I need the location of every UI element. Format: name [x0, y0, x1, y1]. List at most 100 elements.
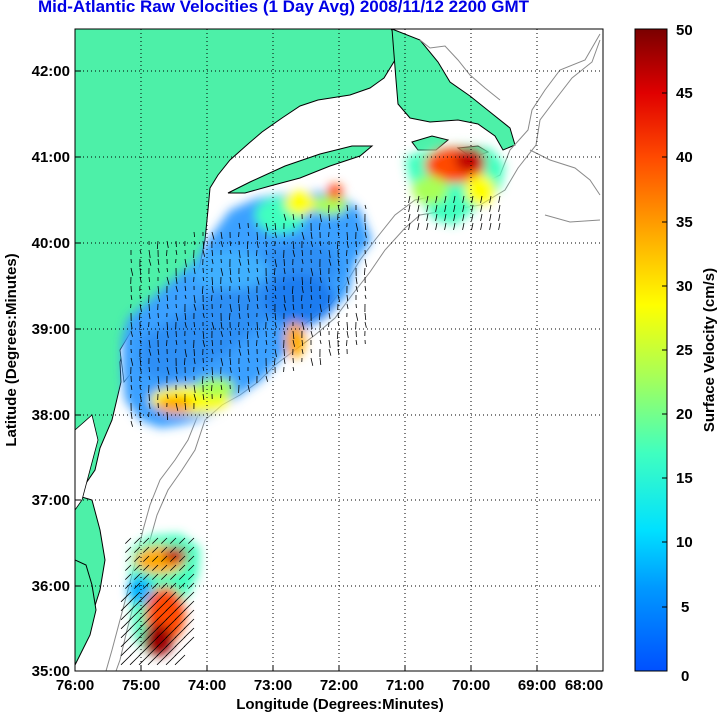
- velocity-arrow: [183, 609, 195, 621]
- velocity-arrow: [156, 636, 168, 648]
- velocity-arrow: [148, 303, 150, 312]
- velocity-arrow: [453, 213, 456, 221]
- velocity-arrow: [148, 258, 152, 266]
- velocity-arrow: [175, 285, 178, 292]
- velocity-arrow: [247, 294, 250, 302]
- colorbar-label: Surface Velocity (cm/s): [701, 268, 718, 432]
- colorbar-tick-label: 35: [676, 214, 693, 231]
- velocity-arrow: [328, 213, 330, 222]
- velocity-arrow: [183, 636, 195, 648]
- velocity-arrow: [156, 591, 168, 603]
- y-tick-label: 36:00: [32, 578, 70, 595]
- velocity-arrow: [220, 321, 223, 329]
- velocity-arrow: [435, 195, 438, 203]
- velocity-arrow: [229, 276, 232, 283]
- velocity-arrow: [274, 348, 277, 357]
- velocity-arrow: [193, 303, 197, 311]
- velocity-arrow: [246, 330, 249, 340]
- velocity-arrow: [148, 276, 150, 283]
- colorbar-ticks: [662, 28, 667, 672]
- velocity-arrow: [161, 573, 168, 580]
- velocity-arrow: [166, 384, 169, 392]
- velocity-arrow: [346, 249, 348, 257]
- velocity-arrow: [247, 348, 250, 355]
- velocity-arrow: [166, 366, 170, 375]
- velocity-arrow: [125, 546, 132, 553]
- velocity-arrow: [247, 375, 250, 385]
- velocity-arrow: [301, 258, 304, 264]
- velocity-arrow: [211, 348, 214, 354]
- velocity-arrow: [175, 312, 179, 321]
- velocity-arrow: [444, 195, 447, 203]
- y-tick-label: 42:00: [32, 63, 70, 80]
- velocity-arrow: [211, 294, 213, 302]
- velocity-arrow: [148, 249, 151, 258]
- velocity-arrow: [364, 321, 367, 328]
- velocity-arrow: [147, 645, 159, 657]
- velocity-arrow: [274, 285, 277, 291]
- velocity-arrow: [166, 330, 169, 338]
- velocity-arrow: [143, 573, 150, 580]
- velocity-arrow: [328, 303, 330, 312]
- velocity-arrow: [170, 573, 177, 580]
- velocity-arrow: [134, 564, 141, 571]
- colorbar-tick-label: 30: [676, 278, 693, 295]
- velocity-arrow: [157, 267, 160, 273]
- velocity-arrow: [319, 357, 322, 366]
- velocity-arrow: [184, 267, 186, 276]
- velocity-arrow: [274, 321, 277, 328]
- velocity-arrow: [184, 348, 187, 357]
- velocity-arrow: [355, 276, 358, 284]
- velocity-arrow: [417, 222, 420, 230]
- velocity-arrow: [319, 267, 322, 276]
- velocity-arrow: [139, 357, 142, 366]
- y-tick-label: 40:00: [32, 235, 70, 252]
- velocity-arrow: [292, 339, 295, 347]
- velocity-arrow: [188, 546, 195, 553]
- velocity-arrow: [147, 627, 159, 639]
- axis-ticks: [75, 70, 538, 671]
- velocity-arrow: [170, 582, 177, 589]
- x-tick-label: 74:00: [188, 677, 226, 694]
- velocity-arrow: [220, 294, 223, 300]
- velocity-arrow: [193, 321, 195, 328]
- velocity-arrow: [301, 294, 303, 302]
- velocity-arrow: [188, 555, 195, 562]
- velocity-arrow: [143, 555, 150, 562]
- velocity-arrow: [355, 222, 359, 231]
- velocity-arrow: [283, 267, 286, 274]
- velocity-arrow: [143, 546, 150, 553]
- velocity-arrow: [179, 582, 186, 589]
- velocity-arrow: [138, 654, 150, 666]
- velocity-arrow: [274, 357, 276, 366]
- velocity-arrow: [265, 285, 268, 292]
- velocity-arrow: [165, 618, 177, 630]
- velocity-arrow: [256, 366, 260, 375]
- x-tick-label: 75:00: [122, 677, 160, 694]
- velocity-arrow: [193, 348, 195, 357]
- velocity-arrow: [129, 654, 141, 666]
- velocity-arrow: [184, 285, 187, 291]
- velocity-arrow: [148, 348, 152, 356]
- velocity-arrow: [147, 636, 159, 648]
- velocity-arrow: [283, 303, 287, 311]
- velocity-arrow: [175, 249, 178, 255]
- velocity-arrow: [265, 375, 268, 382]
- velocity-arrow: [283, 330, 286, 335]
- velocity-arrow: [220, 384, 223, 390]
- velocity-arrow: [129, 600, 141, 612]
- velocity-arrow: [161, 564, 168, 571]
- velocity-arrow: [328, 222, 331, 229]
- velocity-arrow: [292, 222, 295, 228]
- velocity-arrow: [120, 618, 132, 630]
- velocity-arrow: [256, 303, 259, 309]
- velocity-arrow: [346, 294, 349, 302]
- velocity-arrow: [256, 249, 258, 257]
- velocity-arrow: [125, 573, 132, 580]
- chart-title: Mid-Atlantic Raw Velocities (1 Day Avg) …: [38, 0, 529, 16]
- velocity-arrow: [256, 330, 259, 338]
- velocity-arrow: [355, 312, 359, 321]
- velocity-arrow: [328, 312, 331, 319]
- velocity-arrow: [453, 222, 456, 230]
- velocity-arrow: [165, 591, 177, 603]
